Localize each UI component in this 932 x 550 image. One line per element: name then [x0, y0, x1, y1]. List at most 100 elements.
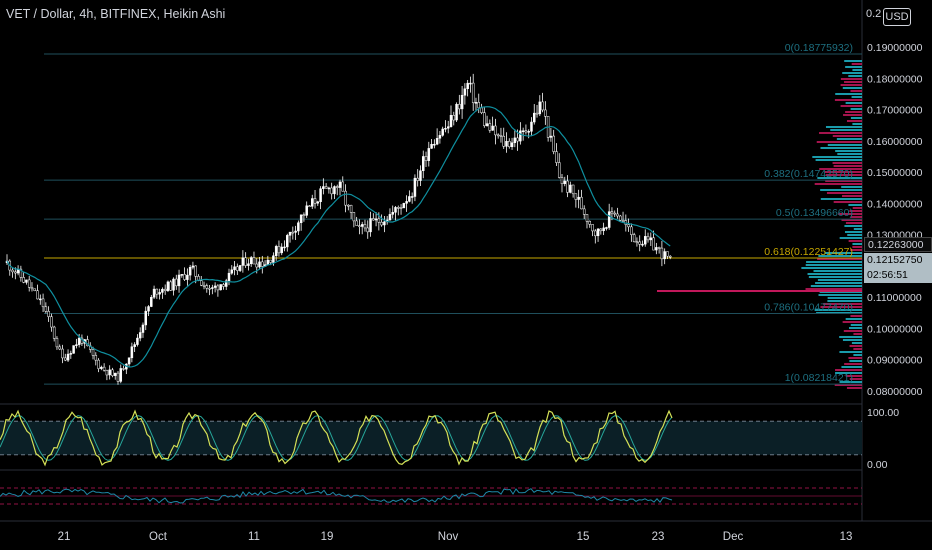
candle-body [627, 224, 630, 228]
candle-body [77, 337, 81, 345]
volume-profile-bar [812, 156, 862, 158]
volume-profile-bar [819, 168, 862, 170]
candle-body [130, 346, 134, 359]
candle-body [111, 369, 114, 376]
candle-body [474, 102, 478, 104]
candle-body [202, 284, 206, 287]
candle-body [311, 198, 314, 207]
candle-body [394, 207, 397, 213]
candle-body [94, 355, 98, 361]
volume-profile-bar [824, 252, 862, 254]
candle-body [116, 372, 120, 382]
candle-body [652, 237, 655, 251]
candle-body [347, 204, 350, 207]
candle-body [213, 285, 217, 288]
volume-profile-bar [844, 231, 862, 233]
candle-body [363, 224, 367, 229]
candle-body [30, 287, 34, 290]
candle-body [569, 184, 572, 193]
volume-profile-bar [842, 72, 862, 74]
candle-body [471, 82, 475, 103]
candle-body [582, 208, 586, 215]
candle-body [97, 359, 100, 369]
fib-level-label: 0.382(0.14742570) [764, 168, 853, 180]
candle-body [405, 201, 408, 204]
volume-profile-bar [850, 117, 862, 119]
candle-body [222, 284, 225, 287]
bar-countdown-tag: 02:56:51 [864, 268, 932, 283]
volume-profile-bar [801, 267, 862, 269]
price-axis[interactable]: 0.19000000 0.18000000 0.17000000 0.16000000… [867, 42, 923, 398]
volume-profile-bar [844, 225, 862, 227]
volume-profile-bar [850, 108, 862, 110]
candle-body [27, 279, 31, 288]
y-tick-label: 0.19000000 [867, 42, 923, 54]
candle-body [150, 297, 153, 307]
candle-body [399, 207, 403, 209]
volume-profile-bar [850, 324, 862, 326]
last-price-tag: 0.12152750 [864, 253, 932, 268]
candle-body [236, 266, 239, 271]
fib-level-label: 0.618(0.12251427) [764, 246, 853, 258]
candle-body [646, 236, 650, 241]
candle-body [491, 125, 494, 131]
candle-body [571, 184, 575, 195]
candle-body [577, 196, 580, 200]
volume-profile-bar [850, 249, 862, 251]
candle-body [494, 125, 497, 136]
currency-button[interactable]: USD [883, 8, 911, 26]
candle-body [455, 103, 458, 121]
candle-body [219, 284, 222, 291]
volume-profile-bar [852, 243, 862, 245]
candle-body [610, 211, 614, 214]
fib-retracement[interactable]: 0(0.18775932) 0.382(0.14742570) 0.5(0.1349… [44, 42, 862, 385]
candle-body [649, 237, 653, 241]
candle-body [313, 198, 317, 204]
candle-body [485, 123, 489, 126]
candle-body [333, 186, 336, 195]
candle-body [266, 259, 270, 265]
y-tick-label: 0.08000000 [867, 386, 923, 398]
candle-body [521, 130, 525, 132]
volume-profile-bar [843, 114, 862, 116]
candle-body [616, 213, 619, 217]
volume-profile-bar [835, 369, 862, 371]
volume-profile-bar [814, 309, 862, 311]
time-axis[interactable]: 21 Oct 11 19 Nov 15 23 Dec 13 [58, 531, 853, 543]
volume-profile [657, 60, 862, 389]
candle-body [138, 332, 142, 339]
candle-body [338, 181, 342, 188]
x-tick-label: 15 [577, 531, 590, 543]
candle-body [549, 135, 553, 138]
volume-profile-bar [825, 126, 862, 128]
x-tick-label: 11 [248, 531, 260, 543]
volume-profile-bar [814, 183, 862, 185]
candle-body [655, 247, 658, 251]
candle-body [510, 142, 514, 147]
volume-profile-bar [851, 342, 862, 344]
candles [5, 73, 672, 385]
candle-body [533, 112, 536, 123]
candle-body [630, 226, 633, 235]
candle-body [100, 366, 103, 369]
candle-body [55, 338, 59, 348]
candle-body [372, 218, 375, 221]
candle-body [269, 259, 272, 263]
candle-body [508, 140, 511, 147]
volume-profile-bar [805, 264, 862, 266]
volume-profile-bar [817, 258, 862, 260]
volume-profile-bar [835, 372, 862, 374]
volume-profile-bar [845, 375, 862, 377]
y-tick-label: 0.09000000 [867, 355, 923, 367]
volume-profile-bar [852, 207, 862, 209]
candle-body [666, 251, 669, 257]
candle-body [632, 234, 636, 243]
candle-body [380, 221, 383, 226]
volume-profile-bar [806, 261, 862, 263]
candle-body [466, 82, 469, 90]
candle-body [588, 221, 591, 225]
volume-profile-bar [825, 174, 862, 176]
candle-body [238, 265, 242, 271]
volume-profile-bar [833, 201, 862, 203]
